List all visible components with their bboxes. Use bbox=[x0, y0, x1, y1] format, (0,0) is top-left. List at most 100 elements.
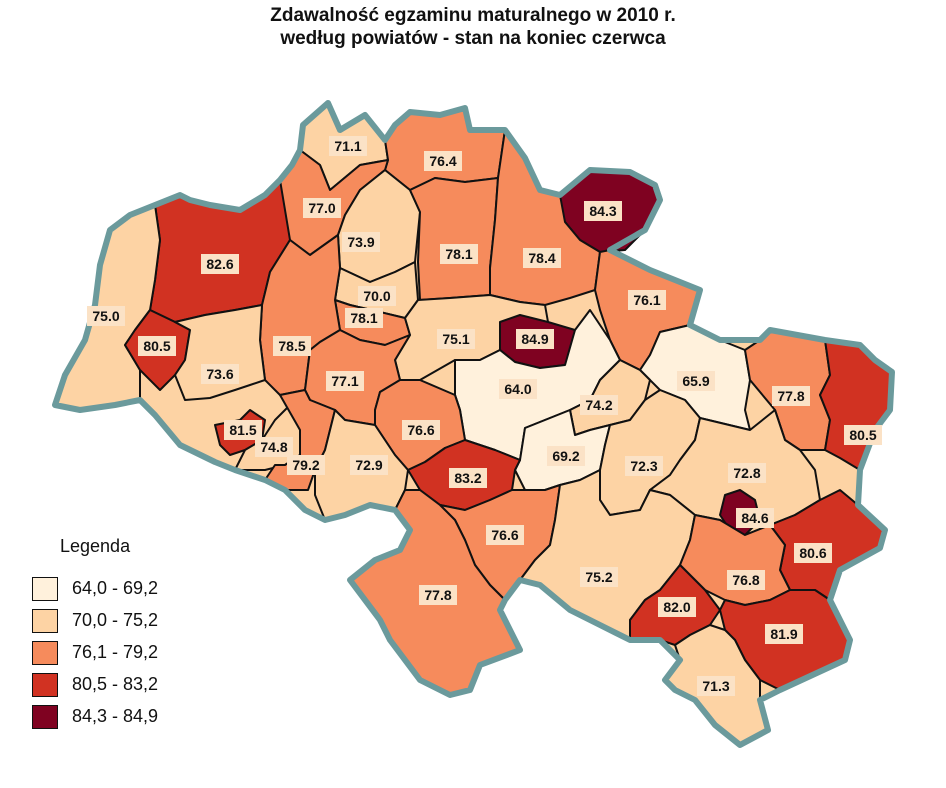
district-area bbox=[409, 177, 499, 301]
district-label-background bbox=[402, 420, 440, 440]
district-value: 74.8 bbox=[260, 439, 287, 455]
district-label-background bbox=[697, 676, 735, 696]
district-label: 71.1 bbox=[329, 136, 367, 156]
district-label: 71.3 bbox=[697, 676, 735, 696]
district-value: 76.1 bbox=[633, 292, 660, 308]
district-label-background bbox=[844, 425, 882, 445]
district-value: 75.2 bbox=[585, 569, 612, 585]
district-label: 76.8 bbox=[727, 570, 765, 590]
district-label: 72.8 bbox=[728, 463, 766, 483]
district-value: 71.3 bbox=[702, 678, 729, 694]
district-value: 78.4 bbox=[528, 250, 555, 266]
district-label-background bbox=[201, 364, 239, 384]
district-area bbox=[174, 304, 266, 401]
legend-item: 70,0 - 75,2 bbox=[30, 608, 230, 634]
district-label: 76.1 bbox=[628, 290, 666, 310]
district-value: 82.6 bbox=[206, 256, 233, 272]
district-label: 78.4 bbox=[523, 248, 561, 268]
district-label-background bbox=[677, 371, 715, 391]
district-value: 71.1 bbox=[334, 138, 361, 154]
district-value: 82.0 bbox=[663, 599, 690, 615]
district-value: 72.3 bbox=[630, 458, 657, 474]
district-label-background bbox=[329, 136, 367, 156]
district-label: 76.6 bbox=[402, 420, 440, 440]
district-value: 74.2 bbox=[585, 397, 612, 413]
district-label-background bbox=[658, 597, 696, 617]
district-value: 76.6 bbox=[407, 422, 434, 438]
legend-label: 70,0 - 75,2 bbox=[72, 610, 159, 630]
district-label-background bbox=[486, 525, 524, 545]
district-value: 65.9 bbox=[682, 373, 709, 389]
district-value: 80.6 bbox=[799, 545, 826, 561]
district-label-background bbox=[628, 290, 666, 310]
district-label: 78.1 bbox=[440, 244, 478, 264]
district-label: 75.0 bbox=[87, 306, 125, 326]
district-label: 81.9 bbox=[765, 624, 803, 644]
district-value: 80.5 bbox=[143, 338, 170, 354]
district-label: 80.5 bbox=[844, 425, 882, 445]
district-label-background bbox=[449, 468, 487, 488]
district-label: 83.2 bbox=[449, 468, 487, 488]
district-label: 82.6 bbox=[201, 254, 239, 274]
district-value: 81.9 bbox=[770, 626, 797, 642]
district-label-background bbox=[728, 463, 766, 483]
district-label-background bbox=[345, 308, 383, 328]
district-value: 78.5 bbox=[278, 338, 305, 354]
district-label-background bbox=[419, 585, 457, 605]
district-label: 80.5 bbox=[138, 336, 176, 356]
district-label-background bbox=[437, 329, 475, 349]
district-value: 72.8 bbox=[733, 465, 760, 481]
legend-item: 80,5 - 83,2 bbox=[30, 672, 230, 698]
district-value: 78.1 bbox=[445, 246, 472, 262]
district-label-background bbox=[326, 371, 364, 391]
district-label-background bbox=[358, 286, 396, 306]
district-value: 76.6 bbox=[491, 527, 518, 543]
district-label-background bbox=[547, 446, 585, 466]
district-label: 84.9 bbox=[516, 329, 554, 349]
district-value: 73.9 bbox=[347, 234, 374, 250]
district-label: 79.2 bbox=[287, 455, 325, 475]
district-label: 84.6 bbox=[736, 508, 774, 528]
district-label-background bbox=[625, 456, 663, 476]
district-label-background bbox=[499, 379, 537, 399]
district-label: 82.0 bbox=[658, 597, 696, 617]
district-value: 84.3 bbox=[589, 203, 616, 219]
legend-label: 84,3 - 84,9 bbox=[72, 706, 159, 726]
district-label: 65.9 bbox=[677, 371, 715, 391]
district-label-background bbox=[736, 508, 774, 528]
district-label: 84.3 bbox=[584, 201, 622, 221]
district-label-background bbox=[584, 201, 622, 221]
legend-swatch bbox=[32, 673, 58, 697]
district-label-background bbox=[303, 198, 341, 218]
district-value: 69.2 bbox=[552, 448, 579, 464]
district-label: 78.5 bbox=[273, 336, 311, 356]
district-label: 78.1 bbox=[345, 308, 383, 328]
district-label-background bbox=[523, 248, 561, 268]
legend-item: 64,0 - 69,2 bbox=[30, 576, 230, 602]
district-value: 76.4 bbox=[429, 153, 456, 169]
district-label-background bbox=[138, 336, 176, 356]
district-value: 75.0 bbox=[92, 308, 119, 324]
legend-swatch bbox=[32, 705, 58, 729]
legend-swatch bbox=[32, 641, 58, 665]
district-value: 75.1 bbox=[442, 331, 469, 347]
province-border bbox=[52, 100, 895, 748]
district-value: 77.0 bbox=[308, 200, 335, 216]
district-value: 78.1 bbox=[350, 310, 377, 326]
district-label: 77.1 bbox=[326, 371, 364, 391]
district-label-background bbox=[727, 570, 765, 590]
district-value: 77.8 bbox=[777, 388, 804, 404]
legend-item: 76,1 - 79,2 bbox=[30, 640, 230, 666]
district-value: 79.2 bbox=[292, 457, 319, 473]
district-label: 77.8 bbox=[419, 585, 457, 605]
district-label-background bbox=[87, 306, 125, 326]
district-label-background bbox=[201, 254, 239, 274]
district-label-background bbox=[287, 455, 325, 475]
district-value: 84.9 bbox=[521, 331, 548, 347]
district-label-background bbox=[424, 151, 462, 171]
legend-label: 76,1 - 79,2 bbox=[72, 642, 159, 662]
district-label: 76.4 bbox=[424, 151, 462, 171]
district-label-background bbox=[772, 386, 810, 406]
district-label: 69.2 bbox=[547, 446, 585, 466]
